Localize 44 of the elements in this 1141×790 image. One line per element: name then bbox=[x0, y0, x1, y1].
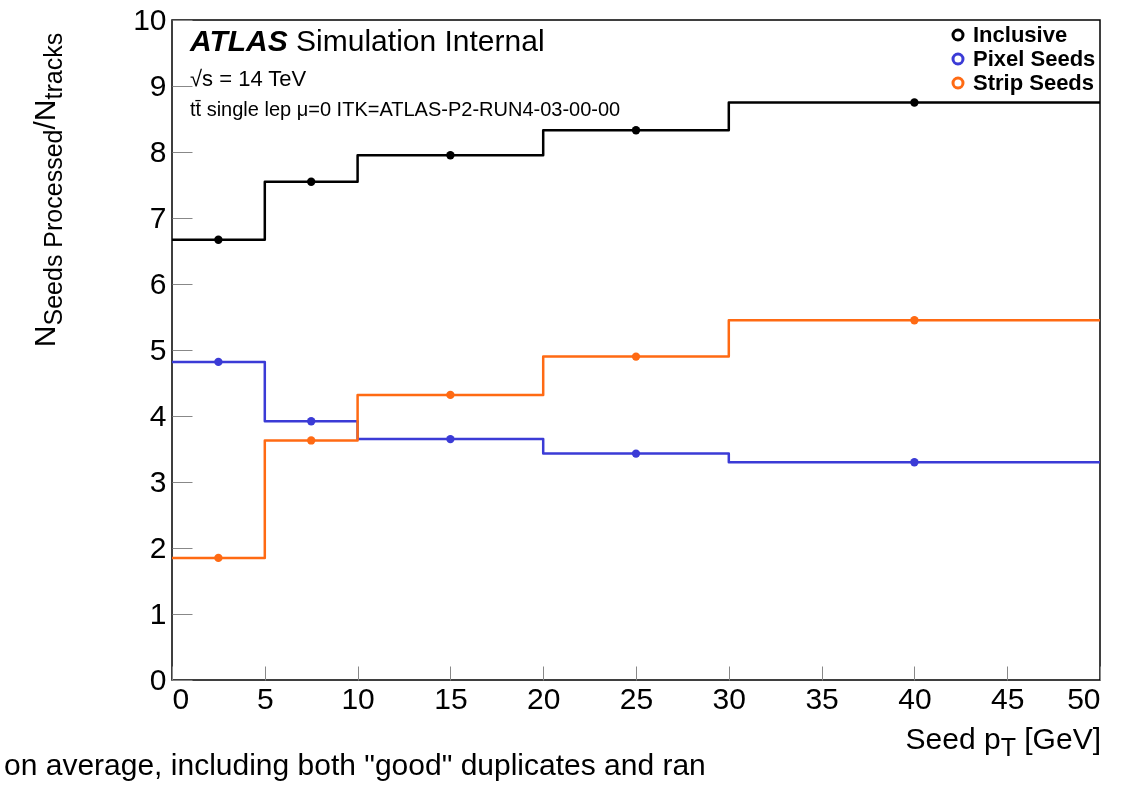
y-tick-label: 5 bbox=[149, 332, 167, 366]
legend-label: Pixel Seeds bbox=[973, 46, 1096, 71]
y-tick-label: 10 bbox=[133, 2, 167, 36]
point bbox=[631, 126, 641, 135]
x-tick-label: 20 bbox=[527, 681, 561, 715]
point bbox=[446, 434, 455, 444]
point bbox=[446, 151, 455, 160]
point bbox=[631, 449, 641, 458]
y-tick-label: 3 bbox=[149, 464, 167, 498]
y-tick-label: 2 bbox=[149, 530, 167, 564]
x-tick-label: 50 bbox=[1067, 681, 1101, 715]
point bbox=[631, 352, 641, 361]
x-axis-title: Seed p$_{T}$ [GeV] bbox=[905, 722, 1101, 762]
y-tick-label: 9 bbox=[149, 68, 167, 102]
point bbox=[910, 316, 919, 325]
point bbox=[307, 177, 316, 186]
point bbox=[307, 436, 316, 445]
y-tick-label: 8 bbox=[149, 134, 167, 168]
x-tick-label: 35 bbox=[805, 681, 839, 715]
legend-label: Inclusive bbox=[973, 22, 1068, 47]
y-tick-label: 4 bbox=[149, 398, 167, 432]
annotation: √s = 14 TeV bbox=[190, 66, 307, 92]
y-tick-label: 7 bbox=[149, 200, 167, 234]
point bbox=[214, 553, 223, 563]
point bbox=[910, 458, 919, 467]
text: on average, including both "good" duplicates and ran bbox=[4, 748, 706, 782]
x-tick-label: 30 bbox=[712, 681, 746, 715]
x-tick-label: 15 bbox=[434, 681, 468, 715]
point bbox=[214, 235, 223, 244]
annotation: tt̄ single lep μ=0 ITK=ATLAS-P2-RUN4-03-00-00 bbox=[190, 98, 621, 121]
x-tick-label: 5 bbox=[256, 681, 274, 715]
y-tick-label: 1 bbox=[149, 596, 167, 630]
point bbox=[307, 417, 316, 426]
legend-label: Strip Seeds bbox=[973, 70, 1095, 95]
y-tick-label: 6 bbox=[149, 266, 167, 300]
annotation: ATLAS Simulation Internal bbox=[190, 24, 545, 58]
x-tick-label: 25 bbox=[619, 681, 654, 715]
point bbox=[446, 390, 455, 400]
point bbox=[214, 357, 223, 367]
point bbox=[910, 98, 919, 107]
x-tick-label: 0 bbox=[172, 681, 190, 715]
x-tick-label: 40 bbox=[898, 681, 932, 715]
x-tick-label: 10 bbox=[341, 681, 375, 715]
x-tick-label: 45 bbox=[991, 681, 1025, 715]
